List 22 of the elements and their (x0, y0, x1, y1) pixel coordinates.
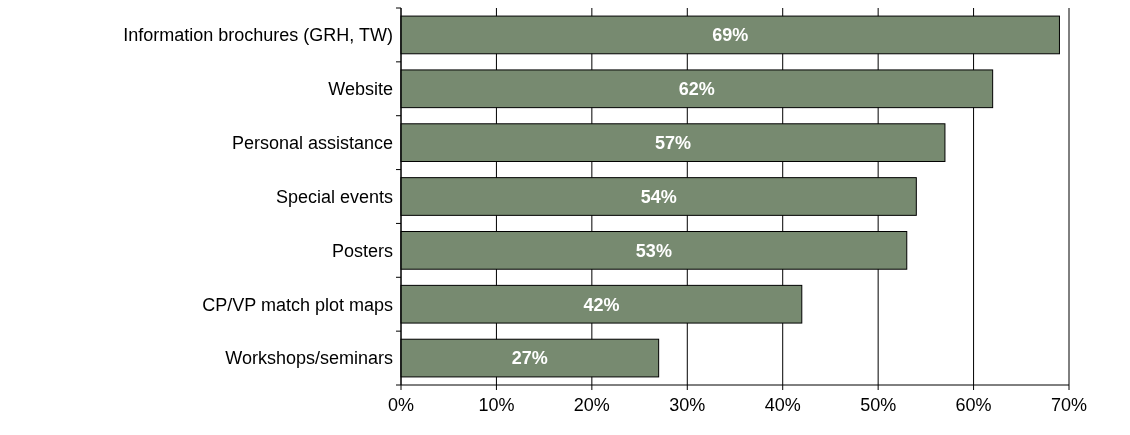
x-tick-label: 50% (860, 395, 897, 415)
y-tick-label: Posters (331, 240, 393, 261)
y-tick-label: Personal assistance (231, 132, 393, 153)
y-tick-label: CP/VP match plot maps (202, 294, 393, 315)
data-label: 53% (635, 240, 672, 261)
data-label: 69% (712, 25, 749, 46)
x-tick-label: 70% (1050, 395, 1088, 415)
x-tick-label: 10% (478, 395, 515, 415)
y-tick-label: Information brochures (GRH, TW) (123, 25, 393, 46)
data-label: 57% (654, 132, 691, 153)
x-tick-label: 0% (387, 395, 415, 415)
x-tick-label: 60% (955, 395, 992, 415)
data-label: 62% (678, 79, 715, 100)
y-tick-label: Special events (275, 186, 393, 207)
x-tick-label: 20% (573, 395, 610, 415)
y-tick-label: Website (328, 79, 393, 100)
data-label: 27% (511, 348, 548, 369)
x-tick-label: 40% (764, 395, 801, 415)
data-label: 54% (640, 186, 677, 207)
x-tick-label: 30% (669, 395, 706, 415)
data-label: 42% (583, 294, 620, 315)
y-tick-label: Workshops/seminars (225, 348, 393, 369)
